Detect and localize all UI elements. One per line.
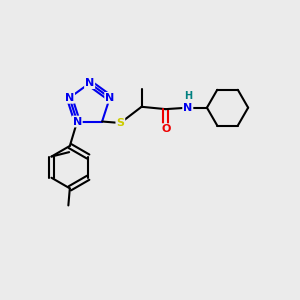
Text: N: N [85,78,94,88]
Text: O: O [161,124,170,134]
Text: N: N [65,93,74,103]
Text: S: S [116,118,124,128]
Text: N: N [183,103,192,113]
Text: H: H [184,92,192,101]
Text: N: N [105,93,114,103]
Text: N: N [73,116,82,127]
